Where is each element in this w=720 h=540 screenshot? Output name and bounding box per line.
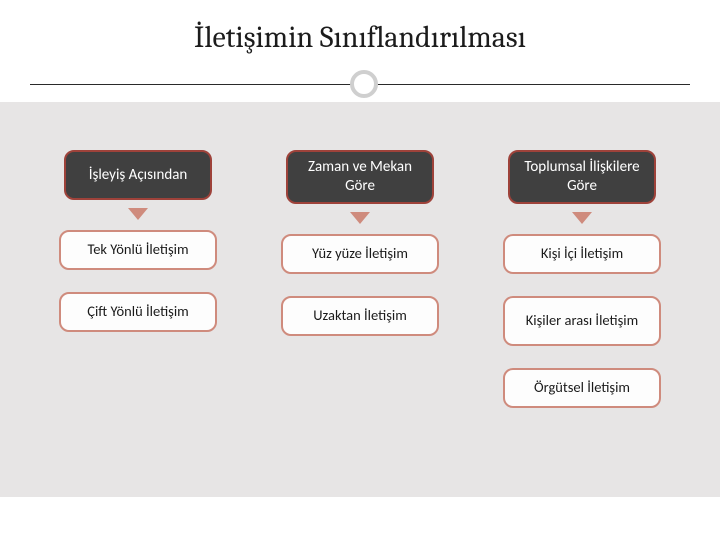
column-toplumsal: Toplumsal İlişkilere Göre Kişi İçi İleti…	[492, 150, 672, 430]
category-header: İşleyiş Açısından	[64, 150, 212, 200]
category-item: Çift Yönlü İletişim	[59, 292, 217, 332]
title-area: İletişimin Sınıflandırılması	[0, 20, 720, 55]
columns-container: İşleyiş Açısından Tek Yönlü İletişim Çif…	[48, 150, 672, 430]
slide-title: İletişimin Sınıflandırılması	[0, 20, 720, 55]
category-header: Zaman ve Mekan Göre	[286, 150, 434, 204]
category-item: Tek Yönlü İletişim	[59, 230, 217, 270]
category-item: Yüz yüze İletişim	[281, 234, 439, 274]
category-item: Uzaktan İletişim	[281, 296, 439, 336]
arrow-down-icon	[128, 208, 148, 220]
category-item: Örgütsel İletişim	[503, 368, 661, 408]
slide: İletişimin Sınıflandırılması İşleyiş Açı…	[0, 0, 720, 540]
arrow-down-icon	[350, 212, 370, 224]
circle-decoration-icon	[350, 70, 378, 98]
category-header: Toplumsal İlişkilere Göre	[508, 150, 656, 204]
column-isleyis: İşleyiş Açısından Tek Yönlü İletişim Çif…	[48, 150, 228, 430]
category-item: Kişi İçi İletişim	[503, 234, 661, 274]
column-zaman-mekan: Zaman ve Mekan Göre Yüz yüze İletişim Uz…	[270, 150, 450, 430]
category-item: Kişiler arası İletişim	[503, 296, 661, 346]
arrow-down-icon	[572, 212, 592, 224]
